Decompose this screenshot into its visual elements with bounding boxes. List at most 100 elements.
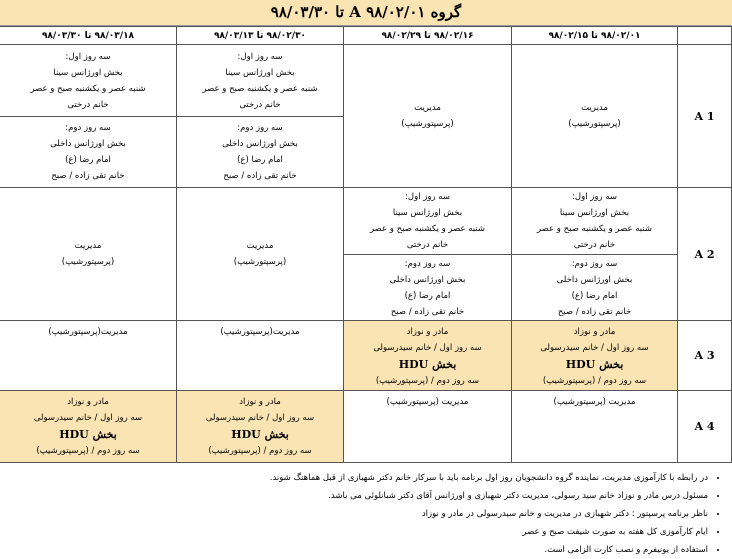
first-three-days: سه روز اول: بخش اورژانس سینا شنبه عصر و یک… [0, 45, 176, 116]
cell-text: سه روز اول: [405, 192, 450, 202]
cell-text: خانم تقی زاده / صبح [223, 171, 297, 181]
cell-text: مدیریت [74, 241, 102, 251]
management-cell: مدیریت(پرسپتورشیپ) [0, 187, 177, 321]
cell-text: (پرسپتورشیپ) [568, 119, 621, 129]
note-item: در رابطه با کارآموزی مدیریت، نماینده گرو… [0, 469, 708, 487]
cell-text: (پرسپتورشیپ) [233, 257, 287, 267]
second-three-days: سه روز دوم: بخش اورژانس داخلی امام رضا (ع)… [512, 254, 677, 320]
management-cell: مدیریت (پرسپتورشیپ) [343, 44, 512, 188]
table-row: A 2 سه روز اول: بخش اورژانس سینا شنبه عصر و… [0, 187, 732, 321]
cell-text: مدیریت [246, 241, 274, 251]
column-header [677, 26, 732, 45]
row-label: A 3 [677, 320, 732, 391]
cell-text: بخش HDU [398, 358, 457, 371]
cell-text: سه روز دوم: [65, 123, 111, 133]
schedule-cell-split: سه روز اول: بخش اورژانس سینا شنبه عصر و یک… [343, 187, 512, 321]
cell-text: سه روز دوم: [571, 258, 618, 269]
cell-text: بخش اورژانس داخلی [222, 139, 298, 149]
cell-text: خانم تقی زاده / صبح [51, 171, 125, 181]
cell-text: شنبه عصر و یکشنبه صبح و عصر [369, 224, 486, 234]
cell-text: بخش HDU [231, 428, 289, 441]
cell-text: بخش HDU [59, 428, 117, 441]
cell-text: سه روز اول: [572, 192, 617, 202]
cell-text: سه روز اول / خانم سیدرسولی [205, 413, 315, 423]
second-three-days: سه روز دوم: بخش اورژانس داخلی امام رضا (ع)… [177, 116, 343, 187]
cell-text: سه روز دوم / (پرسپتورشیپ) [542, 376, 647, 386]
table-row: A 3 مادر و نوزاد سه روز اول / خانم سیدرسول… [0, 320, 732, 391]
cell-text: مادر و نوزاد [406, 327, 449, 337]
cell-text: سه روز دوم / (پرسپتورشیپ) [375, 376, 480, 386]
management-cell: مدیریت (پرسپتورشیپ) [176, 187, 344, 321]
cell-text: امام رضا (ع) [65, 155, 111, 165]
maternal-neonatal-cell: مادر و نوزاد سه روز اول / خانم سیدرسولی بخ… [176, 390, 344, 463]
management-cell: مدیریت(پرسپتورشیپ) [176, 320, 344, 391]
cell-text: مدیریت (پرسپتورشیپ) [386, 397, 469, 407]
management-cell: مدیریت(پرسپتورشیپ) [0, 320, 177, 391]
cell-text: بخش HDU [565, 358, 624, 371]
notes-list: در رابطه با کارآموزی مدیریت، نماینده گرو… [0, 469, 732, 559]
schedule-cell-split: سه روز اول: بخش اورژانس سینا شنبه عصر و یک… [176, 44, 344, 188]
table-row: A 1 مدیریت (پرسپتورشیپ) مدیریت (پرسپتورشیپ) س… [0, 44, 732, 188]
column-header: ۹۸/۰۲/۳۰ تا ۹۸/۰۳/۱۳ [176, 26, 344, 45]
first-three-days: سه روز اول: بخش اورژانس سینا شنبه عصر و یک… [344, 188, 511, 254]
cell-text: خانم درختی [573, 240, 616, 250]
note-item: ناظر برنامه پرسپتور : دکتر شهبازی در مدی… [0, 505, 708, 523]
cell-text: مدیریت [414, 103, 441, 113]
cell-text: بخش اورژانس داخلی [50, 139, 126, 149]
cell-text: شنبه عصر و یکشنبه صبح و عصر [30, 83, 146, 94]
cell-text: مادر و نوزاد [67, 397, 109, 407]
cell-text: (پرسپتورشیپ) [401, 119, 454, 129]
maternal-neonatal-cell: مادر و نوزاد سه روز اول / خانم سیدرسولی بخ… [511, 320, 678, 391]
cell-text: خانم درختی [67, 99, 109, 110]
cell-text: مدیریت(پرسپتورشیپ) [220, 327, 300, 337]
first-three-days: سه روز اول: بخش اورژانس سینا شنبه عصر و یک… [177, 45, 343, 116]
cell-text: مادر و نوزاد [239, 397, 281, 407]
schedule-table: ۹۸/۰۲/۰۱ تا ۹۸/۰۲/۱۵ ۹۸/۰۲/۱۶ تا ۹۸/۰۲/۲… [0, 26, 732, 463]
cell-text: خانم درختی [406, 240, 449, 250]
cell-text: مدیریت [581, 103, 608, 113]
cell-text: بخش اورژانس سینا [53, 67, 123, 78]
cell-text: سه روز اول / خانم سیدرسولی [373, 343, 482, 353]
header-row: ۹۸/۰۲/۰۱ تا ۹۸/۰۲/۱۵ ۹۸/۰۲/۱۶ تا ۹۸/۰۲/۲… [0, 26, 732, 45]
cell-text: سه روز دوم / (پرسپتورشیپ) [36, 446, 140, 456]
schedule-cell-split: سه روز اول: بخش اورژانس سینا شنبه عصر و یک… [511, 187, 678, 321]
note-item: ایام کارآموزی کل هفته به صورت شیفت صبح و… [0, 523, 708, 541]
column-header: ۹۸/۰۲/۰۱ تا ۹۸/۰۲/۱۵ [511, 26, 678, 45]
cell-text: خانم درختی [239, 99, 281, 110]
row-label: A 1 [677, 44, 732, 188]
row-label: A 4 [677, 390, 732, 463]
cell-text: سه روز اول: [65, 51, 111, 62]
cell-text: سه روز دوم: [237, 123, 283, 133]
cell-text: سه روز دوم / (پرسپتورشیپ) [208, 446, 312, 456]
management-cell: مدیریت (پرسپتورشیپ) [343, 390, 512, 463]
cell-text: بخش اورژانس سینا [559, 208, 630, 218]
first-three-days: سه روز اول: بخش اورژانس سینا شنبه عصر و یک… [512, 188, 677, 254]
schedule-cell-split: سه روز اول: بخش اورژانس سینا شنبه عصر و یک… [0, 44, 177, 188]
maternal-neonatal-cell: مادر و نوزاد سه روز اول / خانم سیدرسولی بخ… [343, 320, 512, 391]
cell-text: شنبه عصر و یکشنبه صبح و عصر [202, 83, 318, 94]
cell-text: مدیریت (پرسپتورشیپ) [553, 397, 636, 407]
cell-text: امام رضا (ع) [237, 155, 283, 165]
table-row: A 4 مدیریت (پرسپتورشیپ) مدیریت (پرسپتورشیپ… [0, 390, 732, 463]
second-three-days: سه روز دوم: بخش اورژانس داخلی امام رضا (ع)… [344, 254, 511, 320]
cell-text: بخش اورژانس داخلی [389, 274, 466, 285]
cell-text: سه روز اول / خانم سیدرسولی [33, 413, 143, 423]
management-cell: مدیریت (پرسپتورشیپ) [511, 44, 678, 188]
cell-text: بخش اورژانس سینا [392, 208, 463, 218]
cell-text: مدیریت(پرسپتورشیپ) [48, 327, 128, 337]
cell-text: بخش اورژانس سینا [225, 67, 295, 78]
note-item: استفاده از یونیفرم و نصب کارت الزامی است… [0, 541, 708, 559]
cell-text: مادر و نوزاد [573, 327, 616, 337]
page-title: گروه A ۹۸/۰۲/۰۱ تا ۹۸/۰۳/۳۰ [0, 0, 732, 26]
cell-text: بخش اورژانس داخلی [556, 274, 633, 285]
cell-text: شنبه عصر و یکشنبه صبح و عصر [536, 224, 653, 234]
cell-text: سه روز اول: [237, 51, 283, 62]
cell-text: خانم تقی زاده / صبح [390, 306, 465, 317]
maternal-neonatal-cell: مادر و نوزاد سه روز اول / خانم سیدرسولی بخ… [0, 390, 177, 463]
cell-text: خانم تقی زاده / صبح [557, 306, 632, 317]
cell-text: امام رضا (ع) [404, 290, 451, 301]
cell-text: سه روز اول / خانم سیدرسولی [540, 343, 649, 353]
cell-text: سه روز دوم: [404, 258, 451, 269]
note-item: مسئول درس مادر و نوزاد خانم سید رسولی، م… [0, 487, 708, 505]
column-header: ۹۸/۰۳/۱۸ تا ۹۸/۰۳/۳۰ [0, 26, 177, 45]
